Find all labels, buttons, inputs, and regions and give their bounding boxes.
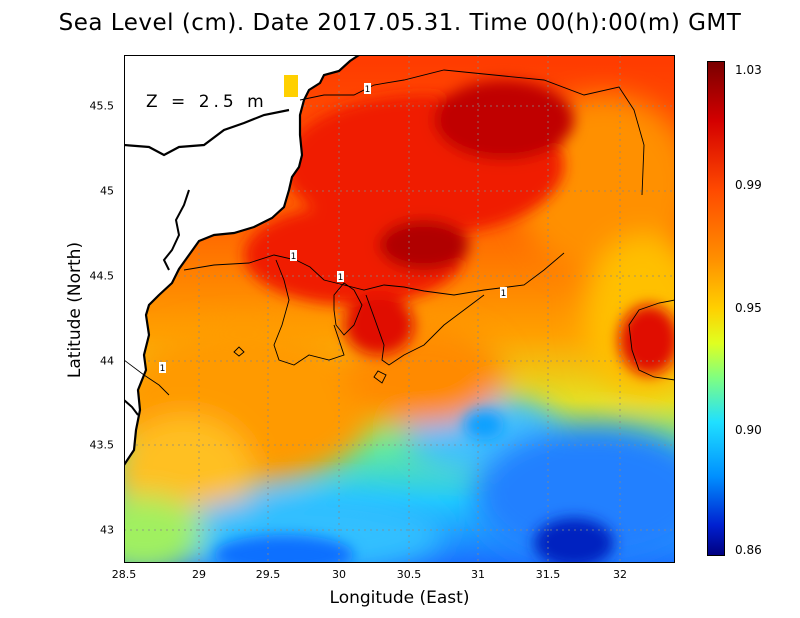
contour-label: 1 (501, 289, 507, 299)
y-axis-label: Latitude (North) (65, 241, 85, 379)
x-axis-label: Longitude (East) (329, 588, 470, 608)
x-tick-label: 29.5 (255, 568, 281, 581)
depth-label: Z = 2.5 m (146, 92, 268, 112)
y-tick-label: 44 (100, 354, 114, 368)
sea-level-field: 1 1 1 1 1 (124, 55, 675, 563)
colorbar-label: 1.03 (735, 63, 762, 77)
y-tick-label: 43 (100, 523, 114, 537)
contour-label-group: 1 1 1 1 1 (159, 83, 507, 374)
x-tick-label: 31.5 (535, 568, 561, 581)
map-title: Sea Level (cm). Date 2017.05.31. Time 00… (58, 10, 742, 36)
contour-label: 1 (338, 273, 344, 283)
lagoon-shore (162, 189, 190, 271)
colorbar-label: 0.99 (735, 178, 762, 192)
y-tick-label: 45.5 (89, 99, 115, 113)
x-tick-label: 31 (471, 568, 485, 581)
x-tick-label: 32 (613, 568, 627, 581)
contour-label: 1 (160, 364, 166, 374)
x-tick-label: 29 (192, 568, 206, 581)
contour-label: 1 (291, 252, 297, 262)
y-tick-label: 44.5 (89, 269, 115, 283)
shore-line (124, 399, 139, 416)
coastline (124, 55, 360, 466)
y-tick-label: 45 (100, 184, 114, 198)
contour-label: 1 (365, 85, 371, 95)
colorbar (707, 61, 725, 556)
inland-coast (124, 108, 290, 157)
colorbar-label: 0.95 (735, 301, 762, 315)
x-tick-label: 30.5 (396, 568, 422, 581)
x-tick-label: 30 (332, 568, 346, 581)
colorbar-label: 0.86 (735, 543, 762, 557)
y-tick-label: 43.5 (89, 438, 115, 452)
x-tick-label: 28.5 (111, 568, 137, 581)
contour-lines (124, 69, 675, 396)
colorbar-label: 0.90 (735, 423, 762, 437)
map-plot-area[interactable]: 1 1 1 1 1 (124, 55, 675, 563)
